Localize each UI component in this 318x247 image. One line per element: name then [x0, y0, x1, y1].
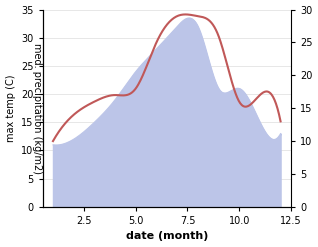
- Y-axis label: med. precipitation (kg/m2): med. precipitation (kg/m2): [31, 43, 42, 174]
- Y-axis label: max temp (C): max temp (C): [5, 74, 16, 142]
- X-axis label: date (month): date (month): [126, 231, 208, 242]
